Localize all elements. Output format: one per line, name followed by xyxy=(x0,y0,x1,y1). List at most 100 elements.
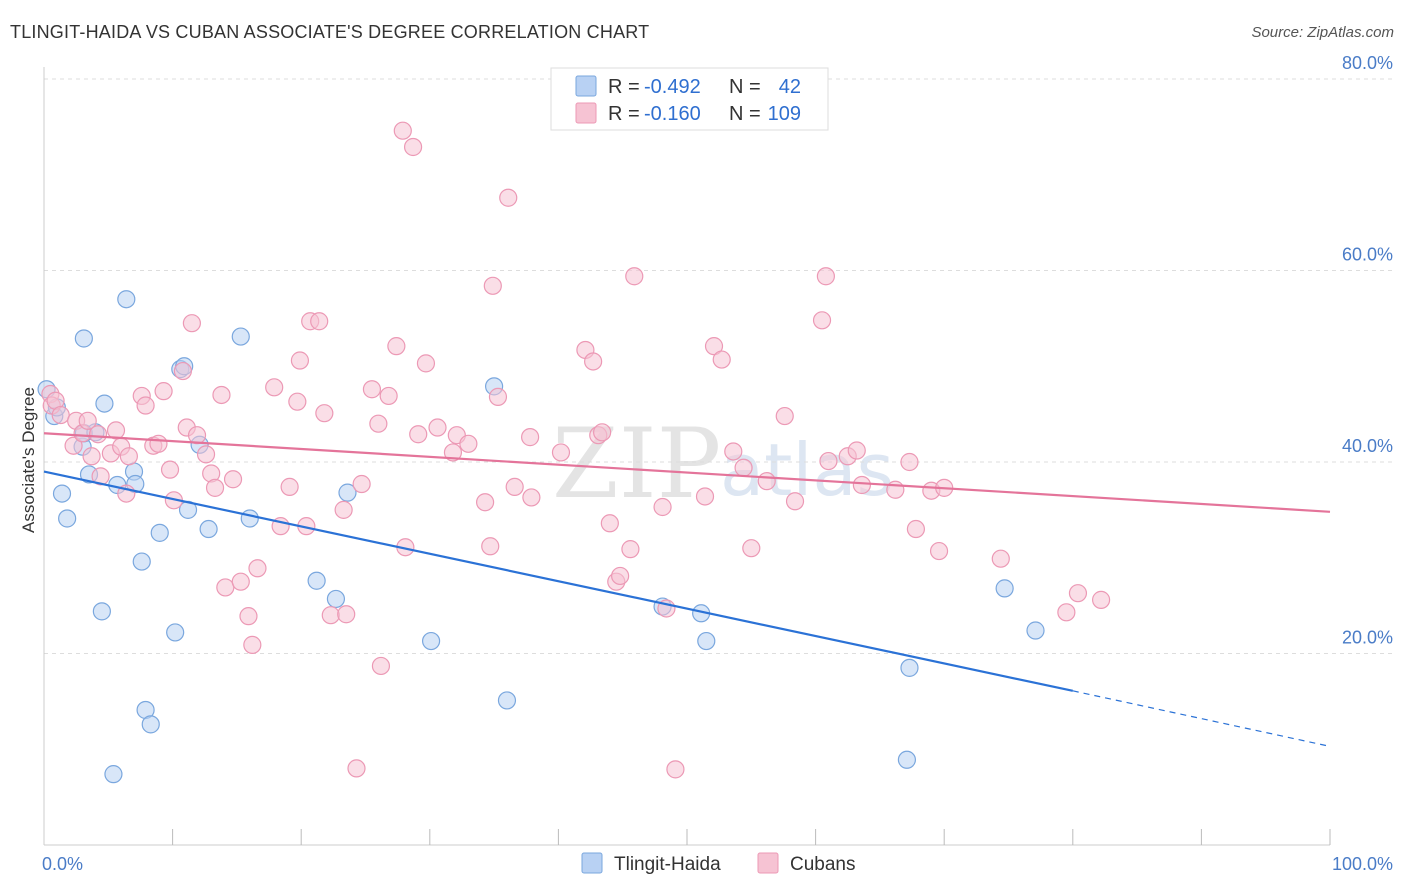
point-tlingit-haida-11 xyxy=(95,394,114,413)
point-tlingit-haida-26 xyxy=(199,519,218,539)
point-cubans-71 xyxy=(521,428,540,447)
chart-source: Source: ZipAtlas.com xyxy=(1251,24,1394,41)
point-cubans-49 xyxy=(347,759,366,778)
y-tick-label-60: 60.0% xyxy=(1342,245,1393,265)
point-tlingit-haida-37 xyxy=(697,631,716,651)
series-cubans xyxy=(41,121,1111,779)
point-cubans-7 xyxy=(78,411,97,430)
trend-line-cubans xyxy=(43,432,1331,513)
point-cubans-29 xyxy=(205,478,225,497)
legend-r-label-2: R = xyxy=(608,103,640,125)
point-cubans-21 xyxy=(160,460,180,479)
series-legend-swatch-cubans xyxy=(757,852,779,874)
point-cubans-51 xyxy=(362,380,382,399)
point-cubans-68 xyxy=(488,387,508,406)
point-cubans-88 xyxy=(712,350,731,369)
point-tlingit-haida-19 xyxy=(141,715,160,734)
point-tlingit-haida-4 xyxy=(58,509,77,528)
point-cubans-48 xyxy=(337,605,356,624)
point-cubans-99 xyxy=(847,441,866,460)
point-cubans-47 xyxy=(334,500,353,519)
point-tlingit-haida-14 xyxy=(117,290,136,309)
point-cubans-107 xyxy=(991,549,1010,568)
point-cubans-89 xyxy=(724,442,743,461)
point-tlingit-haida-30 xyxy=(326,589,346,609)
point-cubans-39 xyxy=(280,477,299,496)
point-cubans-50 xyxy=(352,474,371,494)
point-cubans-23 xyxy=(173,361,192,381)
point-tlingit-haida-3 xyxy=(52,484,72,503)
legend-n-label-1: N = xyxy=(729,76,761,98)
point-tlingit-haida-7 xyxy=(74,329,93,348)
point-cubans-81 xyxy=(621,540,640,559)
point-cubans-30 xyxy=(212,385,231,405)
point-cubans-20 xyxy=(154,382,173,401)
point-cubans-27 xyxy=(196,445,216,464)
point-cubans-15 xyxy=(119,447,138,466)
point-cubans-69 xyxy=(499,188,518,207)
trend-line-tlingit-haida-extension xyxy=(1072,690,1331,747)
point-cubans-26 xyxy=(187,426,207,445)
point-cubans-45 xyxy=(315,404,334,423)
point-cubans-87 xyxy=(704,337,724,356)
point-cubans-77 xyxy=(593,423,612,442)
point-cubans-33 xyxy=(231,572,250,591)
y-axis-label: Associate's Degree xyxy=(19,387,38,533)
watermark-zip: ZIP xyxy=(552,408,721,520)
point-cubans-97 xyxy=(819,451,838,471)
point-cubans-35 xyxy=(243,635,262,654)
legend-swatch-pink xyxy=(575,102,597,124)
point-cubans-44 xyxy=(310,312,329,331)
series-legend-label-cubans: Cubans xyxy=(790,854,856,875)
point-cubans-32 xyxy=(223,470,243,489)
point-cubans-19 xyxy=(149,434,168,453)
point-cubans-75 xyxy=(584,352,603,371)
point-cubans-66 xyxy=(481,537,500,556)
legend-n-value-1: 42 xyxy=(779,76,801,98)
x-ticks xyxy=(172,829,1331,845)
point-cubans-41 xyxy=(290,351,310,370)
series-legend-label-tlingit-haida: Tlingit-Haida xyxy=(614,854,721,875)
y-tick-label-40: 40.0% xyxy=(1342,436,1393,456)
point-cubans-108 xyxy=(1057,603,1076,622)
point-cubans-52 xyxy=(369,414,388,433)
point-cubans-86 xyxy=(695,487,715,506)
point-tlingit-haida-21 xyxy=(166,623,185,642)
point-cubans-65 xyxy=(475,493,495,512)
y-tick-label-80: 80.0% xyxy=(1342,53,1393,73)
point-cubans-9 xyxy=(88,425,108,444)
stats-legend-box xyxy=(550,67,829,131)
point-cubans-10 xyxy=(91,467,110,486)
point-cubans-95 xyxy=(812,311,832,330)
point-tlingit-haida-20 xyxy=(150,523,169,542)
point-cubans-56 xyxy=(393,121,412,140)
point-cubans-25 xyxy=(182,314,201,333)
point-cubans-64 xyxy=(459,434,478,453)
point-cubans-102 xyxy=(900,452,919,472)
point-cubans-90 xyxy=(734,458,753,477)
point-cubans-73 xyxy=(551,443,571,462)
point-cubans-58 xyxy=(403,137,423,157)
point-cubans-3 xyxy=(51,405,70,425)
point-cubans-110 xyxy=(1091,590,1111,609)
series-legend: Tlingit-Haida Cubans xyxy=(581,852,856,875)
point-cubans-37 xyxy=(265,378,284,397)
point-cubans-96 xyxy=(816,267,835,286)
x-tick-label-min: 0.0% xyxy=(42,854,83,874)
point-cubans-83 xyxy=(653,497,672,517)
point-cubans-4 xyxy=(64,436,83,455)
point-cubans-91 xyxy=(742,539,761,558)
point-cubans-61 xyxy=(428,418,447,437)
point-tlingit-haida-32 xyxy=(421,631,441,651)
x-tick-label-max: 100.0% xyxy=(1332,854,1393,874)
point-cubans-78 xyxy=(600,514,619,533)
legend-swatch-blue xyxy=(575,75,597,97)
legend-r-label-1: R = xyxy=(608,76,640,98)
point-cubans-59 xyxy=(409,425,428,444)
point-tlingit-haida-10 xyxy=(92,602,111,621)
point-tlingit-haida-34 xyxy=(497,691,517,710)
legend-r-value-1: -0.492 xyxy=(644,76,701,98)
point-cubans-92 xyxy=(757,472,776,491)
point-cubans-40 xyxy=(288,392,307,411)
point-cubans-80 xyxy=(611,566,630,586)
